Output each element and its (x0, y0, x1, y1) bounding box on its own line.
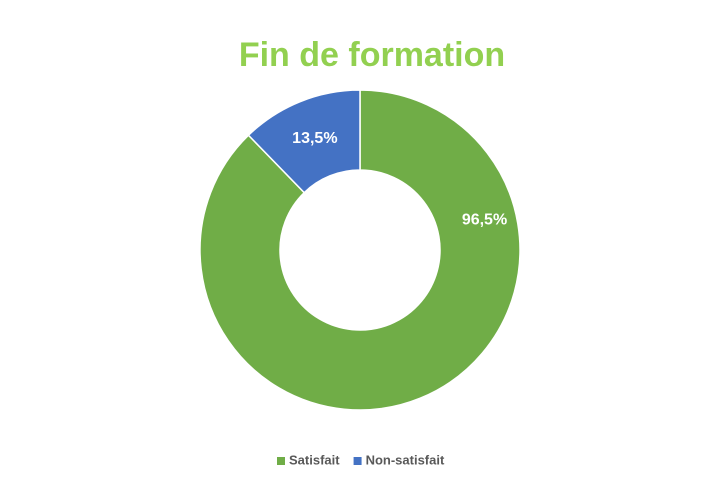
chart-title: Fin de formation (239, 36, 505, 74)
legend-label: Satisfait (289, 452, 340, 467)
legend-label: Non-satisfait (366, 452, 445, 467)
donut-slice (247, 89, 361, 194)
donut-slice (199, 89, 521, 411)
legend-marker (277, 457, 285, 465)
data-label: 13,5% (292, 130, 337, 147)
data-label: 96,5% (462, 212, 507, 229)
legend-marker (353, 457, 362, 465)
